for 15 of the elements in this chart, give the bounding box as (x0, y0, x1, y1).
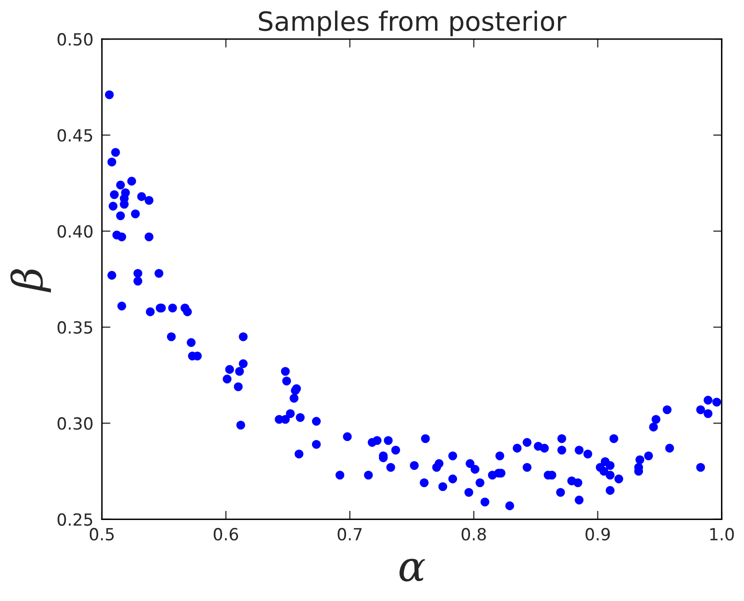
x-axis-title: α (399, 558, 426, 582)
x-tick-label: 0.5 (90, 528, 114, 540)
y-tick-label: 0.50 (58, 33, 92, 46)
y-tick-label: 0.40 (58, 225, 92, 238)
x-tick-label: 0.6 (214, 528, 238, 540)
y-tick-label: 0.45 (58, 129, 92, 142)
y-tick-label: 0.35 (58, 321, 92, 334)
x-tick-label: 0.7 (338, 528, 362, 540)
chart-title: Samples from posterior (258, 10, 566, 36)
y-tick-label: 0.30 (58, 417, 92, 430)
x-tick-label: 1.0 (710, 528, 734, 540)
y-tick-label: 0.25 (58, 513, 92, 526)
x-tick-label: 0.8 (462, 528, 486, 540)
x-tick-label: 0.9 (586, 528, 610, 540)
y-axis-title: β (10, 269, 51, 293)
